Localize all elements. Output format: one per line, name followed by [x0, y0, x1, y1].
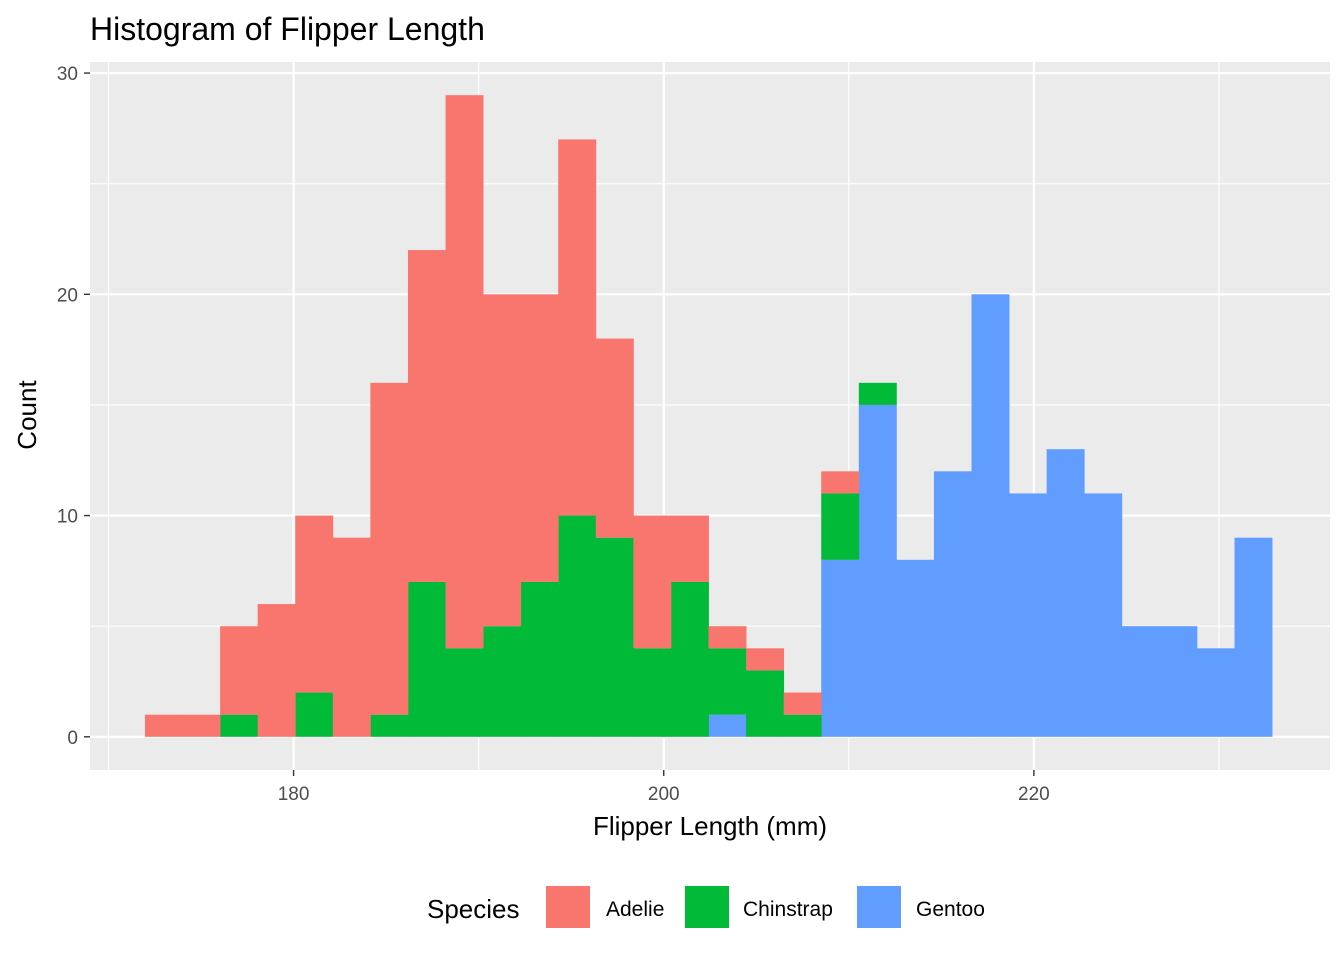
bar-chinstrap — [445, 648, 484, 737]
bar-gentoo — [858, 404, 897, 737]
y-tick-label: 10 — [57, 507, 78, 528]
bar-adelie — [220, 626, 259, 715]
y-tick-label: 0 — [67, 728, 78, 749]
bar-adelie — [295, 515, 334, 693]
bar-gentoo — [971, 294, 1010, 737]
legend-key-gentoo — [857, 886, 901, 928]
bar-chinstrap — [746, 670, 785, 737]
x-tick-label: 220 — [1018, 784, 1050, 805]
bar-chinstrap — [483, 626, 522, 737]
bar-gentoo — [1009, 493, 1048, 737]
bar-chinstrap — [821, 493, 860, 560]
x-axis-title: Flipper Length (mm) — [593, 811, 827, 841]
bar-gentoo — [1159, 626, 1198, 737]
y-tick-label: 30 — [57, 64, 78, 85]
bar-adelie — [821, 471, 860, 494]
bar-gentoo — [1121, 626, 1160, 737]
x-tick-label: 180 — [278, 784, 310, 805]
y-tick-label: 20 — [57, 285, 78, 306]
legend-title: Species — [427, 894, 520, 924]
bar-adelie — [182, 714, 221, 737]
bar-gentoo — [1196, 648, 1235, 737]
bar-gentoo — [933, 471, 972, 737]
y-axis-title: Count — [12, 380, 42, 450]
bar-chinstrap — [858, 382, 897, 405]
bar-chinstrap — [633, 648, 672, 737]
legend: Species Adelie Chinstrap Gentoo — [427, 886, 985, 928]
bar-adelie — [144, 714, 183, 737]
bar-gentoo — [1046, 449, 1085, 737]
bar-adelie — [595, 338, 634, 538]
x-tick-label: 200 — [648, 784, 680, 805]
bar-gentoo — [821, 559, 860, 737]
bar-gentoo — [1084, 493, 1123, 737]
legend-key-chinstrap — [685, 886, 729, 928]
bar-adelie — [633, 515, 672, 649]
bar-chinstrap — [595, 537, 634, 737]
bar-adelie — [558, 139, 597, 516]
bar-chinstrap — [370, 714, 409, 737]
bar-gentoo — [708, 714, 747, 737]
bars — [144, 95, 1273, 737]
bar-adelie — [670, 515, 709, 582]
bar-adelie — [783, 692, 822, 715]
bar-adelie — [332, 537, 371, 737]
bar-chinstrap — [520, 581, 559, 737]
chart-title: Histogram of Flipper Length — [90, 11, 485, 47]
bar-chinstrap — [295, 692, 334, 737]
bar-adelie — [407, 250, 446, 582]
bar-gentoo — [896, 559, 935, 737]
bar-adelie — [257, 604, 296, 737]
bar-chinstrap — [220, 714, 259, 737]
legend-key-adelie — [546, 886, 590, 928]
bar-adelie — [445, 95, 484, 649]
legend-label-chinstrap: Chinstrap — [743, 898, 833, 921]
bar-chinstrap — [558, 515, 597, 737]
bar-adelie — [483, 294, 522, 627]
bar-adelie — [370, 382, 409, 715]
legend-label-adelie: Adelie — [606, 898, 664, 921]
bar-chinstrap — [783, 714, 822, 737]
bar-adelie — [708, 626, 747, 649]
bar-adelie — [746, 648, 785, 671]
bar-chinstrap — [708, 648, 747, 715]
bar-chinstrap — [670, 581, 709, 737]
axis-ticks: 180 200 220 0 10 20 30 — [57, 64, 1050, 805]
bar-chinstrap — [407, 581, 446, 737]
bar-gentoo — [1234, 537, 1273, 737]
bar-adelie — [520, 294, 559, 582]
legend-label-gentoo: Gentoo — [916, 898, 985, 921]
